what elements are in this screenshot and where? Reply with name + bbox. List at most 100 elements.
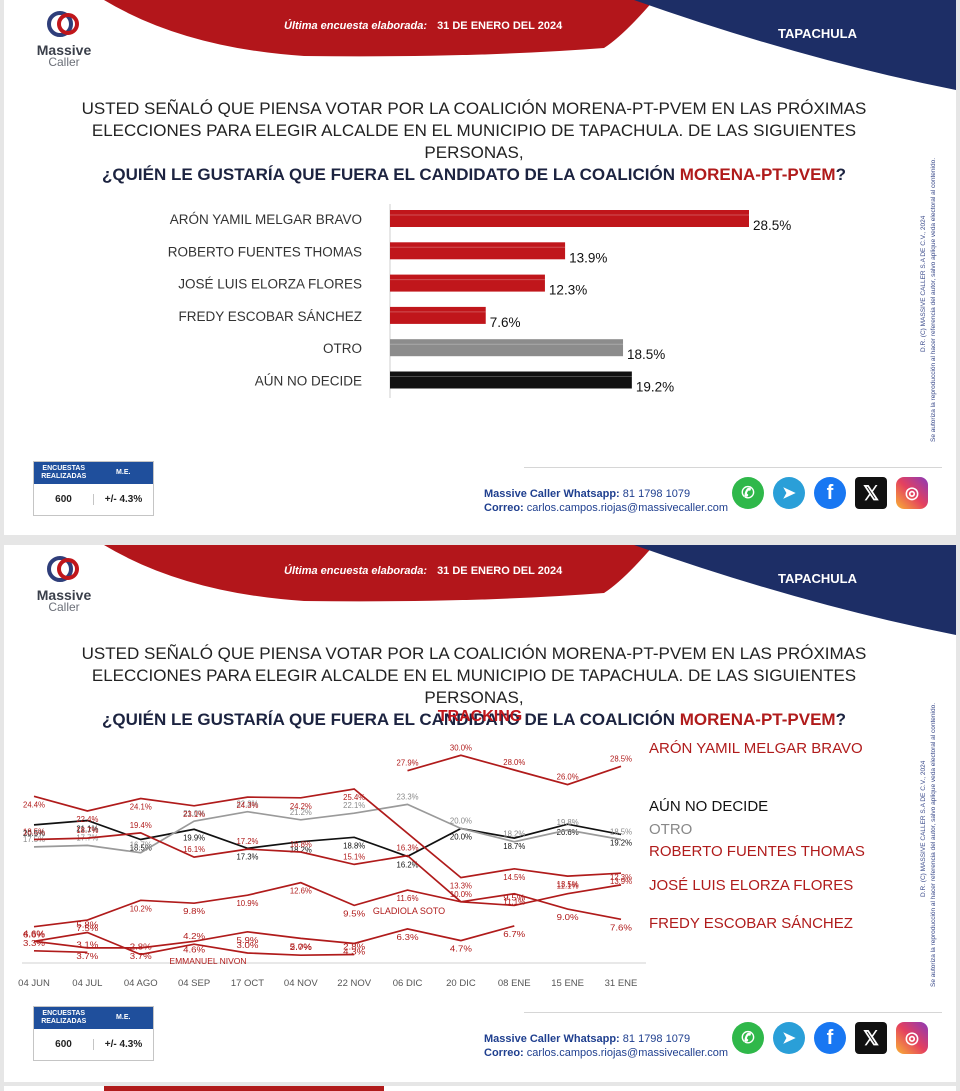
telegram-icon[interactable]: ➤: [773, 1022, 805, 1054]
series-line-gladiola-soto: [34, 926, 514, 948]
question-line-3: ¿QUIÉN LE GUSTARÍA QUE FUERA EL CANDIDAT…: [44, 164, 904, 186]
instagram-icon[interactable]: ◎: [896, 477, 928, 509]
instagram-icon[interactable]: ◎: [896, 1022, 928, 1054]
surveys-count: 600: [34, 1039, 93, 1050]
email-address[interactable]: carlos.campos.riojas@massivecaller.com: [527, 1047, 728, 1059]
x-tick-label: 04 JUN: [18, 978, 50, 989]
tracking-title: TRACKING: [4, 708, 956, 726]
question-suffix: ?: [836, 165, 846, 184]
data-label: 10.9%: [236, 898, 258, 908]
telegram-icon[interactable]: ➤: [773, 477, 805, 509]
whatsapp-icon[interactable]: ✆: [732, 477, 764, 509]
survey-info-box: ENCUESTAS REALIZADAS M.E. 600 +/- 4.3%: [33, 1006, 154, 1061]
whatsapp-label: Massive Caller Whatsapp:: [484, 488, 620, 500]
data-label: 24.1%: [130, 802, 152, 812]
data-label: 4.7%: [450, 944, 473, 954]
x-tick-label: 20 DIC: [446, 978, 476, 989]
footer-divider: [524, 1012, 942, 1013]
social-icons: ✆ ➤ f 𝕏 ◎: [732, 477, 928, 509]
logo-icon: [44, 555, 84, 583]
data-label: 11.1%: [503, 897, 525, 907]
bar-jose-luis-elorza-flores: [390, 275, 545, 292]
data-label: 18.8%: [343, 840, 365, 850]
survey-date: 31 DE ENERO DEL 2024: [437, 20, 562, 32]
data-label: 20.0%: [450, 832, 472, 842]
reproduction-note: Se autoriza la reproducción al hacer ref…: [930, 703, 937, 987]
x-tick-label: 06 DIC: [393, 978, 423, 989]
facebook-icon[interactable]: f: [814, 477, 846, 509]
whatsapp-number[interactable]: 81 1798 1079: [623, 1033, 690, 1045]
data-label: 18.7%: [503, 841, 525, 851]
legend-aron-yamil-melgar-bravo: ARÓN YAMIL MELGAR BRAVO: [649, 740, 863, 757]
whatsapp-number[interactable]: 81 1798 1079: [623, 488, 690, 500]
bar-category-label: FREDY ESCOBAR SÁNCHEZ: [178, 309, 362, 324]
legend-roberto-fuentes-thomas: ROBERTO FUENTES THOMAS: [649, 843, 865, 860]
reproduction-note: Se autoriza la reproducción al hacer ref…: [930, 158, 937, 442]
next-slide-edge: [4, 1086, 956, 1091]
tracking-line-chart: 04 JUN 04 JUL 04 AGO 04 SEP 17 OCT 04 NOV 22 N…: [4, 730, 956, 1000]
bar-value-label: 19.2%: [636, 380, 674, 395]
data-label: 30.0%: [450, 742, 472, 752]
x-icon[interactable]: 𝕏: [855, 1022, 887, 1054]
bar-category-label: OTRO: [323, 341, 362, 356]
x-tick-label: 04 JUL: [72, 978, 102, 989]
x-tick-label: 17 OCT: [231, 978, 264, 989]
city-name: TAPACHULA: [778, 571, 857, 586]
data-label: 10.2%: [130, 903, 152, 913]
data-label: 20.0%: [450, 816, 472, 826]
data-label: 9.8%: [183, 906, 206, 916]
slide-current-preference: Massive Caller Última encuesta elaborada…: [4, 0, 956, 535]
data-label: 12.6%: [290, 886, 312, 896]
data-label: 18.7%: [76, 825, 98, 835]
legend-jose-luis-elorza-flores: JOSÉ LUIS ELORZA FLORES: [649, 877, 853, 894]
surveys-header: ENCUESTAS REALIZADAS: [34, 1010, 94, 1026]
data-label: 18.5%: [610, 827, 632, 837]
email-address[interactable]: carlos.campos.riojas@massivecaller.com: [527, 502, 728, 514]
data-label: 9.0%: [557, 912, 580, 922]
annotation-emmanuel-nivon: EMMANUEL NIVON: [169, 956, 246, 966]
bar-roberto-fuentes-thomas: [390, 242, 565, 259]
x-icon[interactable]: 𝕏: [855, 477, 887, 509]
x-tick-label: 04 AGO: [124, 978, 158, 989]
data-label: 19.9%: [183, 832, 205, 842]
massive-caller-logo: Massive Caller: [32, 555, 96, 613]
copyright-text: D.R. (C) MASSIVE CALLER S.A DE C.V., 202…: [920, 216, 927, 352]
bar-category-label: AÚN NO DECIDE: [255, 374, 362, 389]
question-line-2: ELECCIONES PARA ELEGIR ALCALDE EN EL MUN…: [44, 120, 904, 164]
data-label: 17.2%: [236, 836, 258, 846]
data-label: 16.3%: [397, 843, 419, 853]
bar-value-label: 12.3%: [549, 283, 587, 298]
data-label: 11.1%: [557, 881, 579, 891]
facebook-icon[interactable]: f: [814, 1022, 846, 1054]
survey-date-line: Última encuesta elaborada: 31 DE ENERO DE…: [284, 565, 562, 577]
logo-icon: [44, 10, 84, 38]
x-tick-label: 15 ENE: [551, 978, 584, 989]
data-label: 28.5%: [610, 753, 632, 763]
x-tick-label: 04 SEP: [178, 978, 210, 989]
bar-value-label: 13.9%: [569, 250, 607, 265]
data-label: 22.4%: [76, 814, 98, 824]
whatsapp-icon[interactable]: ✆: [732, 1022, 764, 1054]
logo-subname: Caller: [32, 57, 96, 68]
question-line-2: ELECCIONES PARA ELEGIR ALCALDE EN EL MUN…: [44, 665, 904, 709]
data-label: 18.5%: [23, 827, 45, 837]
data-label: 6.7%: [503, 929, 526, 939]
bar-value-label: 18.5%: [627, 347, 665, 362]
series-line-otro: [34, 804, 621, 852]
data-label: 3.1%: [76, 939, 99, 949]
bar-otro: [390, 339, 623, 356]
data-label: 3.3%: [23, 938, 46, 948]
data-label: 15.1%: [343, 851, 365, 861]
survey-date: 31 DE ENERO DEL 2024: [437, 565, 562, 577]
question-line-1: USTED SEÑALÓ QUE PIENSA VOTAR POR LA COA…: [44, 98, 904, 120]
copyright-text: D.R. (C) MASSIVE CALLER S.A DE C.V., 202…: [920, 761, 927, 897]
surveys-header: ENCUESTAS REALIZADAS: [34, 465, 94, 481]
question-line-1: USTED SEÑALÓ QUE PIENSA VOTAR POR LA COA…: [44, 643, 904, 665]
header-banner: [4, 0, 956, 90]
data-label: 5.9%: [236, 935, 259, 945]
series-line-fredy-escobar-sanchez: [34, 883, 621, 927]
legend-otro: OTRO: [649, 821, 692, 838]
data-label: 11.6%: [397, 893, 419, 903]
email-label: Correo:: [484, 502, 524, 514]
data-label: 16.1%: [183, 844, 205, 854]
